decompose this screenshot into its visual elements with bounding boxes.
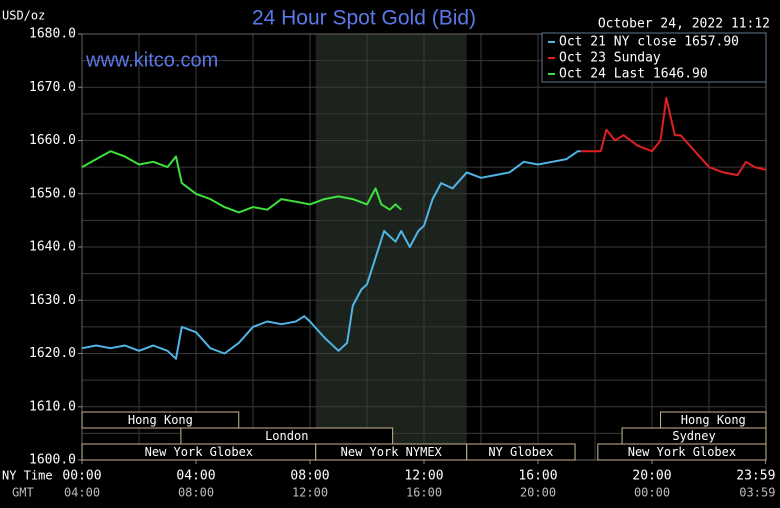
y-axis-label: USD/oz — [2, 9, 45, 23]
legend-box — [541, 32, 767, 83]
session-band — [466, 443, 576, 461]
x2-tick-label: 04:00 — [64, 486, 100, 500]
x-axis-label: NY Time — [2, 469, 53, 483]
session-band — [597, 443, 767, 461]
series-line — [81, 150, 581, 360]
session-label: Hong Kong — [128, 413, 193, 427]
x2-tick-label: 03:59 — [739, 486, 775, 500]
y-tick-label: 1600.0 — [29, 453, 76, 468]
timestamp: October 24, 2022 11:12 — [598, 17, 770, 32]
legend-label: Oct 24 Last 1646.90 — [559, 67, 708, 82]
session-label: New York NYMEX — [341, 445, 443, 459]
x2-tick-label: 16:00 — [406, 486, 442, 500]
x-tick-label: 23:59 — [736, 469, 775, 484]
session-label: Hong Kong — [681, 413, 746, 427]
session-label: New York Globex — [145, 445, 253, 459]
y-tick-label: 1640.0 — [29, 240, 76, 255]
y-tick-label: 1610.0 — [29, 399, 76, 414]
y-tick-label: 1620.0 — [29, 346, 76, 361]
x2-tick-label: 12:00 — [292, 486, 328, 500]
x-tick-label: 00:00 — [62, 469, 101, 484]
x2-tick-label: 08:00 — [178, 486, 214, 500]
x-tick-label: 16:00 — [518, 469, 557, 484]
series-line — [580, 96, 767, 177]
y-tick-label: 1650.0 — [29, 186, 76, 201]
background-layer — [81, 33, 767, 461]
x-tick-label: 04:00 — [176, 469, 215, 484]
legend-label: Oct 21 NY close 1657.90 — [559, 35, 739, 50]
x-tick-label: 08:00 — [290, 469, 329, 484]
y-tick-label: 1680.0 — [29, 27, 76, 42]
y-tick-label: 1660.0 — [29, 133, 76, 148]
source: www.kitco.com — [85, 49, 218, 71]
session-band — [81, 411, 240, 429]
session-label: Sydney — [672, 429, 715, 443]
session-label: New York Globex — [628, 445, 736, 459]
x2-tick-label: 00:00 — [634, 486, 670, 500]
y-tick-label: 1630.0 — [29, 293, 76, 308]
session-label: NY Globex — [488, 445, 553, 459]
session-label: London — [265, 429, 308, 443]
x-tick-label: 20:00 — [632, 469, 671, 484]
chart-title: 24 Hour Spot Gold (Bid) — [252, 7, 476, 30]
y-tick-label: 1670.0 — [29, 80, 76, 95]
x2-axis-label: GMT — [12, 486, 34, 500]
x-tick-label: 12:00 — [404, 469, 443, 484]
legend-label: Oct 23 Sunday — [559, 51, 661, 66]
series-line — [81, 150, 402, 214]
x2-tick-label: 20:00 — [520, 486, 556, 500]
